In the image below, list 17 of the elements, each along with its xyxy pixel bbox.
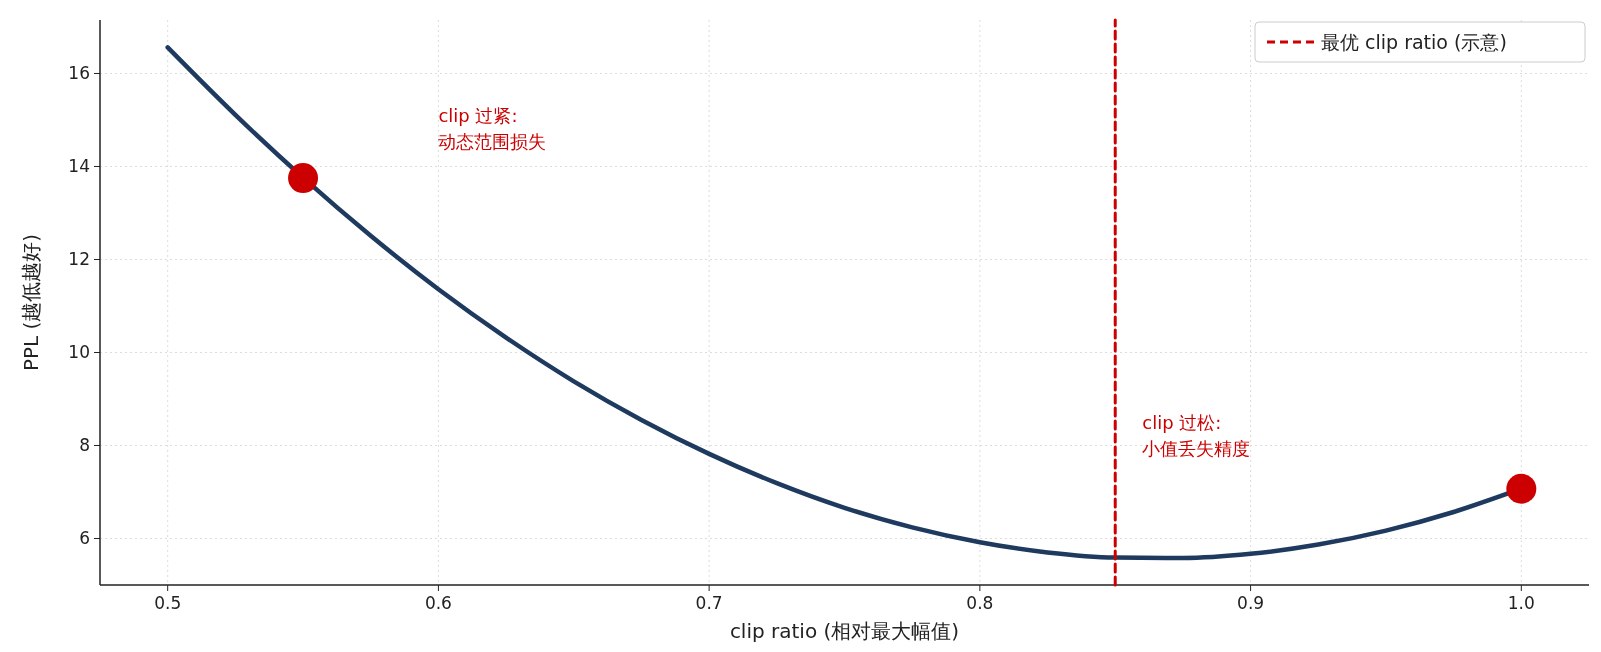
y-tick-label: 8: [79, 435, 90, 456]
y-tick-label: 12: [68, 249, 90, 270]
annotation: clip 过松: 小值丢失精度: [1142, 412, 1251, 460]
x-tick-label: 0.9: [1237, 593, 1265, 613]
x-axis-title: clip ratio (相对最大幅值): [729, 619, 960, 643]
y-tick-label: 6: [79, 528, 90, 549]
annotation: clip 过紧: 动态范围损失: [438, 105, 547, 153]
x-tick-label: 0.6: [424, 593, 452, 613]
x-tick-label: 0.8: [966, 593, 994, 613]
y-tick-label: 16: [68, 63, 90, 84]
legend-label: 最优 clip ratio (示意): [1321, 31, 1507, 53]
y-tick-label: 14: [68, 156, 90, 177]
x-tick-label: 0.5: [154, 593, 182, 613]
x-tick-label: 0.7: [695, 593, 723, 613]
y-tick-label: 10: [68, 342, 90, 363]
x-tick-label: 1.0: [1507, 593, 1535, 613]
y-axis-title: PPL (越低越好): [19, 233, 43, 372]
